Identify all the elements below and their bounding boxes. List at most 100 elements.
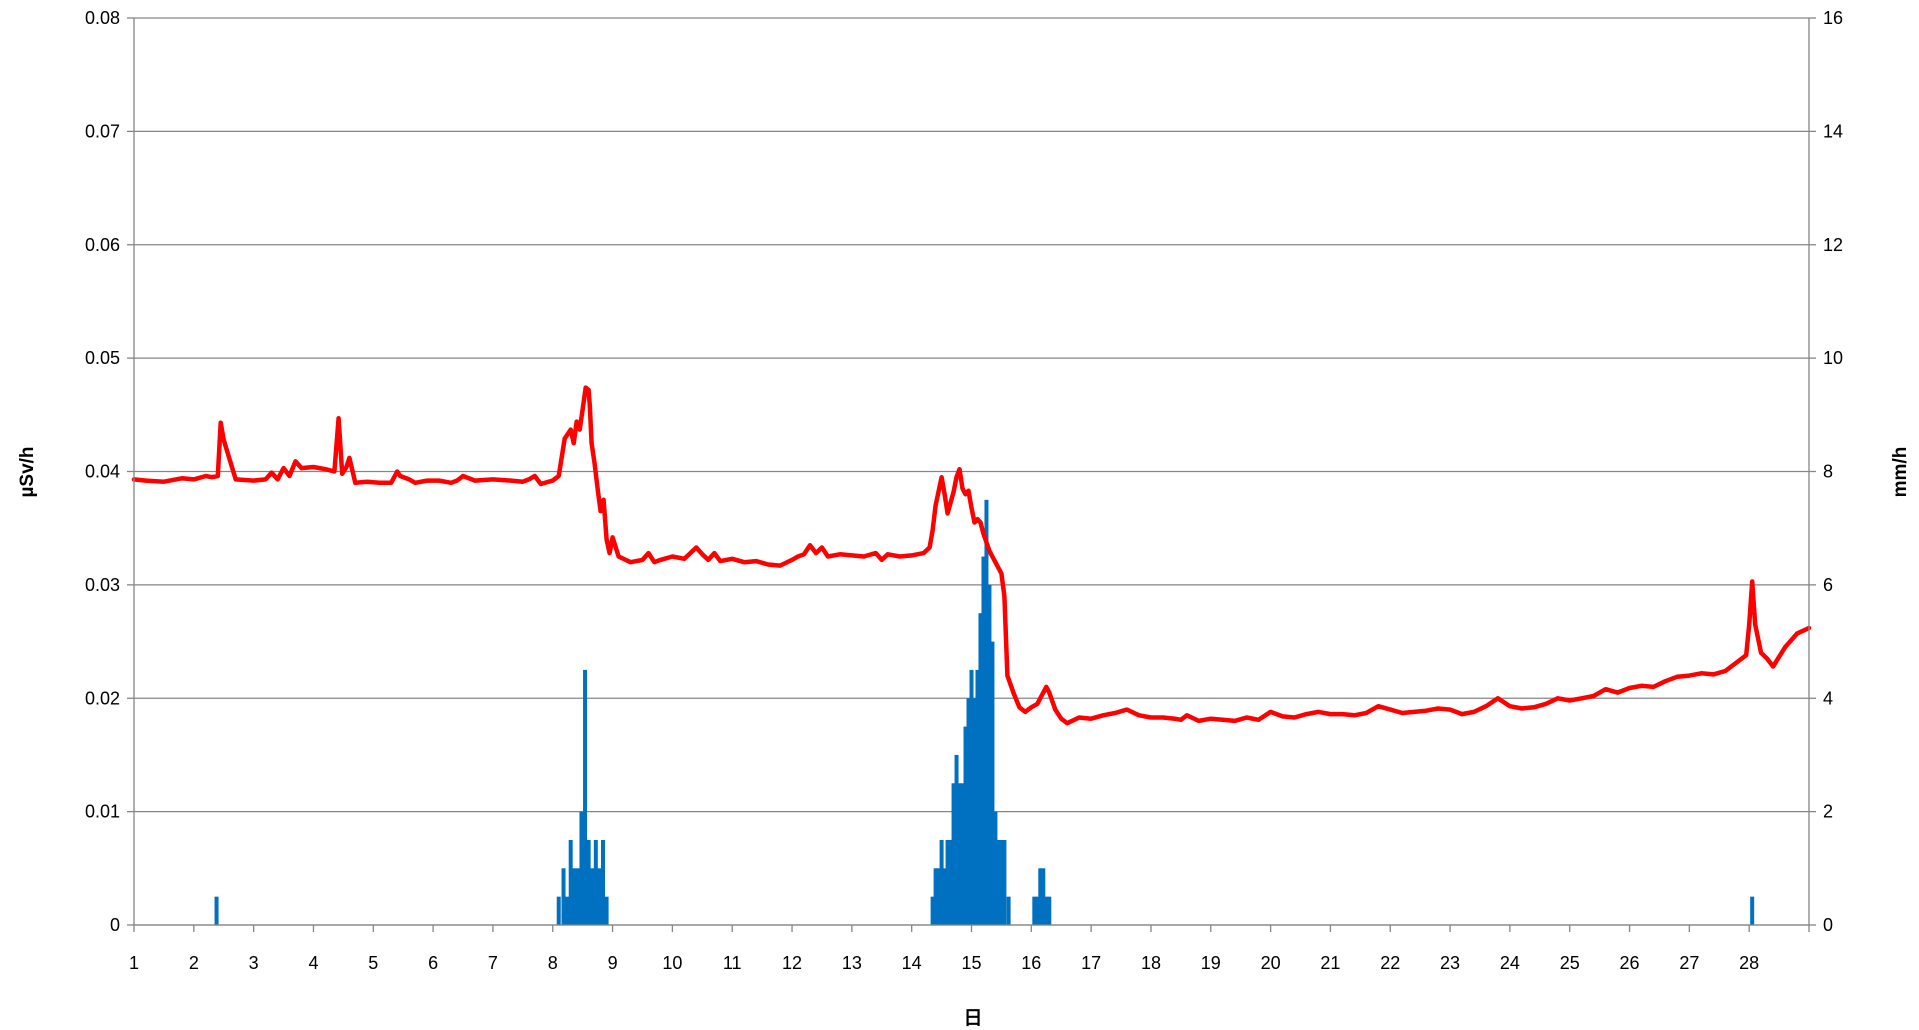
- x-tick-label: 10: [662, 953, 682, 973]
- x-axis-title: 日: [963, 1008, 982, 1029]
- y-tick-label-left: 0: [110, 915, 120, 935]
- rain-bar: [969, 669, 974, 925]
- y-tick-label-right: 6: [1823, 575, 1833, 595]
- rain-bar: [966, 698, 971, 925]
- rain-bar: [930, 896, 935, 925]
- rain-bar: [951, 783, 956, 925]
- rain-bar: [990, 641, 995, 925]
- x-tick-label: 27: [1679, 953, 1699, 973]
- x-tick-label: 1: [129, 953, 139, 973]
- y-tick-label-left: 0.04: [85, 462, 120, 482]
- x-tick-label: 21: [1320, 953, 1340, 973]
- y-tick-label-right: 16: [1823, 8, 1843, 28]
- rain-bar: [948, 839, 953, 925]
- x-tick-label: 11: [723, 953, 742, 973]
- x-tick-label: 5: [368, 953, 378, 973]
- x-tick-label: 6: [428, 953, 438, 973]
- rain-bar: [945, 839, 950, 925]
- y-tick-label-right: 4: [1823, 688, 1833, 708]
- x-tick-label: 17: [1081, 953, 1101, 973]
- y-tick-label-left: 0.02: [85, 688, 120, 708]
- x-tick-label: 3: [249, 953, 259, 973]
- x-tick-label: 14: [902, 953, 922, 973]
- dose-rate-line: [131, 385, 1812, 726]
- rain-bar: [579, 811, 584, 925]
- rain-bar: [972, 698, 977, 925]
- rain-bar: [939, 839, 944, 925]
- rain-bar: [586, 839, 591, 925]
- y-tick-label-left: 0.01: [85, 802, 120, 822]
- y-tick-label-left: 0.08: [85, 8, 120, 28]
- rain-bar: [978, 613, 983, 925]
- rain-bar: [942, 868, 947, 925]
- rain-bar: [575, 868, 580, 925]
- x-tick-label: 19: [1201, 953, 1221, 973]
- x-tick-label: 4: [308, 953, 318, 973]
- rain-bar: [597, 868, 602, 925]
- rain-bar: [601, 839, 605, 925]
- x-tick-label: 25: [1560, 953, 1580, 973]
- rain-bar: [1041, 868, 1046, 925]
- x-tick-label: 15: [961, 953, 981, 973]
- rain-bar: [933, 868, 938, 925]
- rain-bar: [1038, 868, 1043, 925]
- y-tick-label-right: 10: [1823, 348, 1843, 368]
- rain-bar-series: [214, 499, 1755, 925]
- y-axis-right-title: mm/h: [1890, 447, 1911, 498]
- y-tick-label-right: 14: [1823, 121, 1843, 141]
- y-axis-left-title: µSv/h: [17, 446, 38, 497]
- rain-bar: [568, 839, 573, 925]
- dose-line-series: [131, 385, 1812, 726]
- rain-bar: [593, 839, 598, 925]
- grid-layer: [134, 17, 1809, 926]
- rain-bar: [963, 726, 968, 925]
- rain-bar: [960, 783, 965, 925]
- x-tick-label: 7: [488, 953, 498, 973]
- rain-bar: [572, 868, 577, 925]
- rain-bar: [1002, 839, 1007, 925]
- rain-bar: [1044, 896, 1049, 925]
- rain-bar: [936, 868, 941, 925]
- x-tick-label: 26: [1620, 953, 1640, 973]
- rain-bar: [604, 896, 609, 925]
- rain-bar: [984, 499, 989, 925]
- axis-layer: 00.010.020.030.040.050.060.070.080246810…: [85, 8, 1843, 973]
- y-tick-label-left: 0.07: [85, 121, 120, 141]
- x-tick-label: 8: [548, 953, 558, 973]
- x-tick-label: 2: [189, 953, 199, 973]
- x-tick-label: 18: [1141, 953, 1161, 973]
- x-tick-label: 22: [1380, 953, 1400, 973]
- y-tick-label-right: 12: [1823, 235, 1843, 255]
- rain-bar: [1750, 896, 1755, 925]
- y-tick-label-left: 0.05: [85, 348, 120, 368]
- rain-bar: [214, 896, 219, 925]
- x-tick-label: 23: [1440, 953, 1460, 973]
- rain-bar: [975, 669, 980, 925]
- rain-bar: [1006, 896, 1011, 925]
- y-tick-label-left: 0.06: [85, 235, 120, 255]
- y-tick-label-left: 0.03: [85, 575, 120, 595]
- rain-bar: [987, 584, 992, 925]
- x-tick-label: 12: [782, 953, 802, 973]
- rain-bar: [1047, 896, 1052, 925]
- rain-bar: [981, 556, 986, 925]
- rain-bar: [1032, 896, 1037, 925]
- rain-bar: [999, 839, 1004, 925]
- rain-bar: [590, 868, 595, 925]
- rain-bar: [561, 868, 566, 925]
- rain-bar: [954, 754, 959, 925]
- x-tick-label: 16: [1021, 953, 1041, 973]
- rain-bar: [1035, 896, 1040, 925]
- x-tick-label: 24: [1500, 953, 1520, 973]
- y-tick-label-right: 8: [1823, 462, 1833, 482]
- rain-bar: [993, 811, 998, 925]
- rain-bar: [583, 669, 588, 925]
- rain-bar: [957, 783, 962, 925]
- x-tick-label: 28: [1739, 953, 1759, 973]
- y-tick-label-right: 0: [1823, 915, 1833, 935]
- rain-bar: [556, 896, 561, 925]
- y-tick-label-right: 2: [1823, 802, 1833, 822]
- x-tick-label: 20: [1261, 953, 1281, 973]
